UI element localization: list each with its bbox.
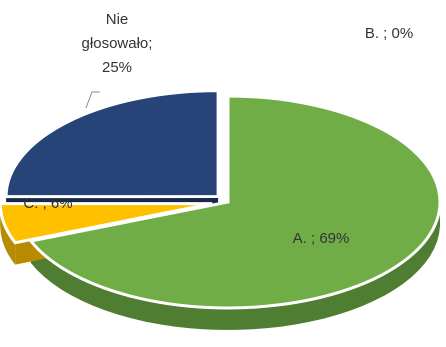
slice-N [4,89,220,199]
slice-side-A [30,204,441,330]
data-label-B: B. ; 0% [365,25,413,42]
data-label-N: Nie głosowało; 25% [82,11,153,76]
slice-C [0,202,213,245]
data-label-A: A. ; 69% [293,230,350,247]
data-label-C: C. ; 6% [23,195,72,212]
leader-line-N [85,91,100,109]
slice-A [28,94,442,310]
